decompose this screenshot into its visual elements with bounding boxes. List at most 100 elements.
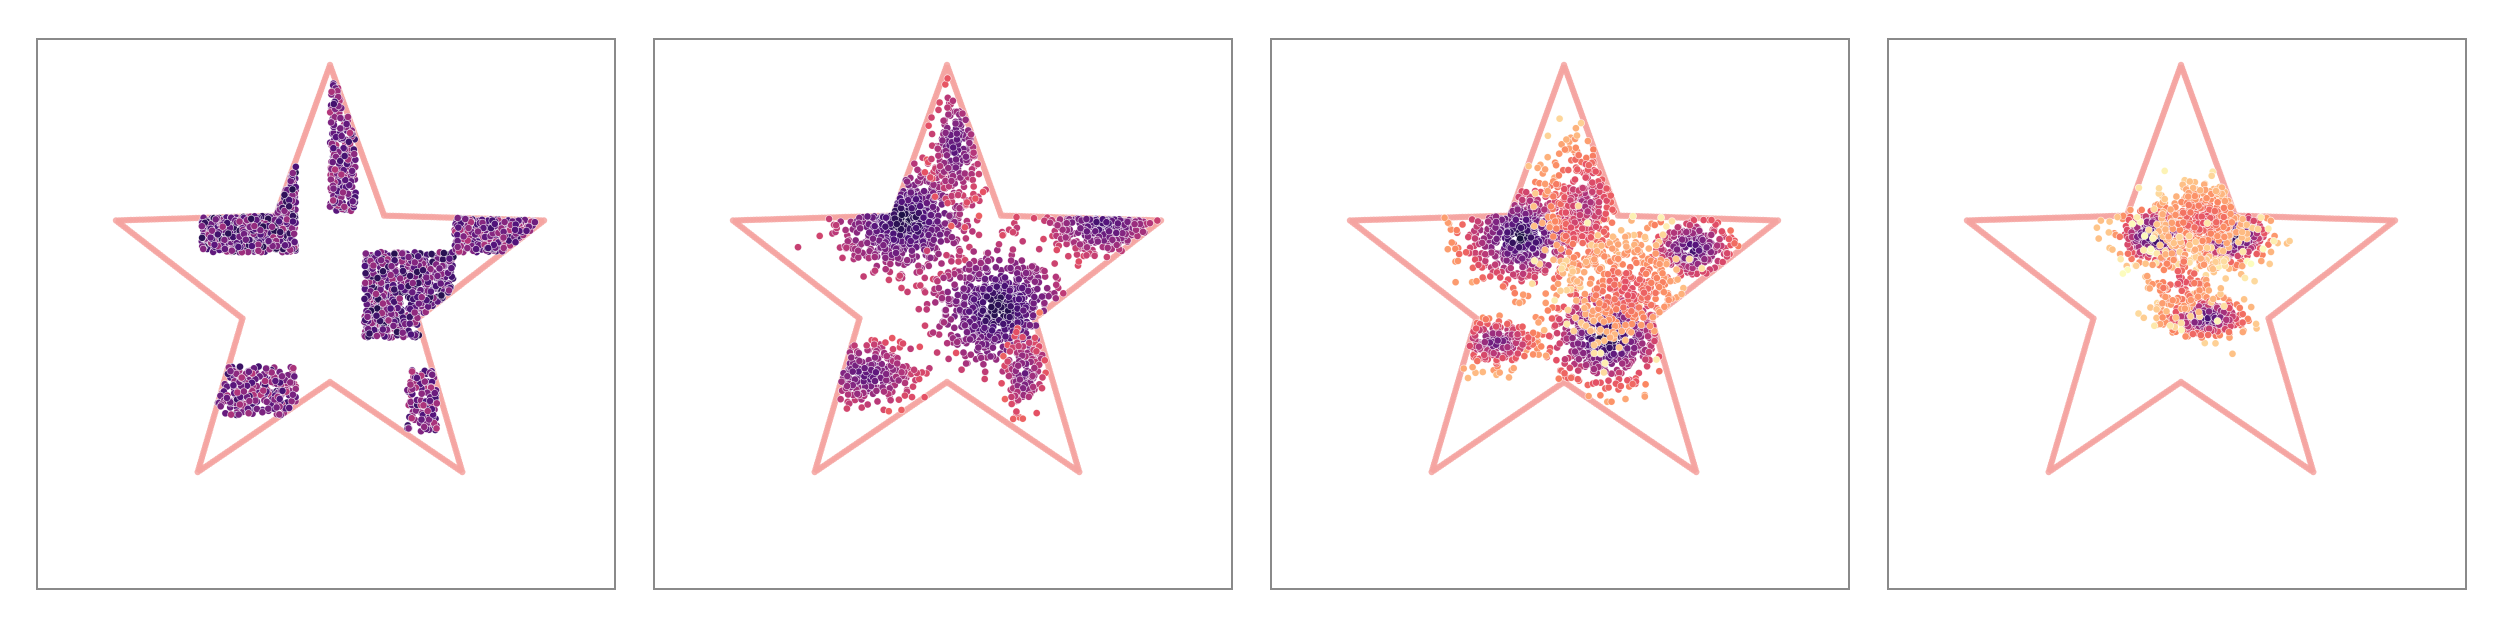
data-point	[417, 389, 426, 398]
data-point	[897, 204, 905, 213]
data-point	[941, 306, 950, 314]
data-point	[919, 213, 928, 222]
data-point	[395, 294, 404, 303]
data-point	[903, 287, 912, 296]
data-point	[985, 285, 994, 293]
data-point	[264, 404, 273, 413]
data-point	[412, 373, 421, 382]
data-point	[278, 386, 287, 395]
data-point	[436, 279, 445, 288]
data-point	[903, 256, 912, 265]
data-point	[226, 367, 235, 376]
data-point	[244, 409, 253, 418]
data-point	[432, 424, 441, 433]
data-point	[361, 249, 370, 258]
data-point	[426, 396, 434, 405]
data-point	[1009, 228, 1017, 237]
data-point	[342, 120, 351, 128]
data-point	[953, 291, 962, 299]
data-point	[995, 256, 1004, 265]
data-point	[235, 217, 244, 226]
data-point	[931, 298, 940, 307]
data-point	[1001, 332, 1010, 341]
chart-panel-1	[36, 38, 616, 590]
data-point	[288, 390, 297, 399]
data-point	[220, 245, 229, 253]
data-point	[290, 238, 299, 246]
data-point	[960, 321, 969, 330]
data-point	[936, 237, 945, 246]
data-point	[854, 253, 863, 262]
data-point	[1139, 227, 1147, 236]
data-point	[360, 294, 369, 303]
data-point	[373, 249, 382, 258]
data-point	[981, 317, 990, 325]
data-point	[291, 162, 300, 171]
data-point	[921, 321, 929, 330]
data-point	[892, 220, 901, 228]
data-point	[344, 137, 353, 146]
data-point	[264, 237, 273, 245]
data-point	[337, 132, 346, 140]
data-point	[960, 292, 969, 301]
data-point	[978, 306, 987, 315]
data-point	[970, 295, 978, 304]
data-point	[1046, 218, 1054, 227]
data-point	[386, 304, 395, 313]
data-point	[490, 219, 499, 228]
data-point	[500, 218, 509, 226]
data-point	[968, 227, 977, 236]
data-point	[327, 118, 335, 127]
data-point	[916, 202, 924, 210]
data-point	[259, 386, 268, 395]
data-point	[933, 348, 941, 357]
data-point	[963, 328, 971, 337]
data-point	[463, 244, 472, 252]
data-point	[216, 402, 225, 411]
data-point	[405, 319, 414, 328]
data-point	[950, 280, 959, 289]
data-point	[999, 319, 1008, 328]
data-point	[976, 259, 985, 267]
data-point	[433, 271, 442, 280]
data-point	[832, 221, 840, 230]
data-point	[923, 246, 931, 255]
data-point	[1059, 289, 1068, 298]
data-point	[1051, 272, 1060, 281]
data-point	[869, 234, 877, 243]
data-point	[1029, 299, 1038, 308]
data-point	[275, 394, 284, 403]
data-point	[981, 367, 990, 376]
data-point	[365, 329, 374, 338]
data-point	[1006, 302, 1015, 311]
data-point	[942, 251, 951, 260]
data-point	[1008, 245, 1017, 254]
data-point	[414, 252, 422, 261]
data-point	[262, 364, 270, 373]
data-point	[1103, 243, 1112, 252]
data-point	[461, 215, 470, 223]
data-point	[422, 273, 431, 282]
data-point	[1030, 277, 1039, 286]
data-point	[884, 275, 893, 284]
data-point	[417, 293, 426, 302]
data-point	[927, 211, 935, 219]
data-point	[360, 262, 369, 270]
data-point	[981, 274, 989, 283]
data-point	[479, 224, 488, 232]
data-point	[340, 152, 349, 160]
data-point	[975, 211, 983, 220]
data-point	[472, 245, 480, 253]
scatter-plot-2	[729, 61, 1165, 476]
data-point	[229, 381, 238, 390]
data-point	[261, 377, 269, 385]
data-point	[337, 170, 346, 179]
data-point	[935, 98, 944, 107]
data-point	[938, 294, 946, 303]
data-point	[815, 231, 824, 240]
data-point	[907, 246, 916, 255]
data-point	[979, 360, 988, 369]
data-point	[398, 249, 407, 258]
data-point	[511, 238, 520, 247]
data-point	[947, 233, 956, 242]
